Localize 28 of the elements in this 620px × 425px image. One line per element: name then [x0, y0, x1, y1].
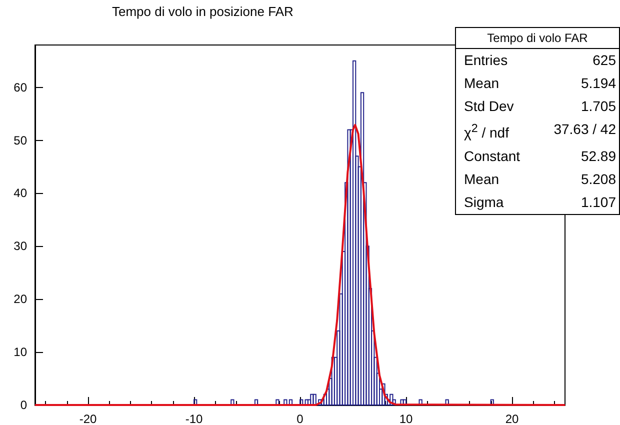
- annotation: χ$^{2}$ / ndf: [464, 121, 509, 143]
- x-tick-label: 0: [296, 412, 304, 425]
- text: 5.208: [580, 170, 616, 189]
- y-tick-label: 20: [14, 292, 28, 306]
- x-tick-label: 20: [505, 412, 519, 425]
- annotation: Std Dev: [464, 97, 514, 116]
- y-tick-label: 0: [20, 398, 28, 412]
- text: 1.107: [580, 192, 616, 212]
- y-tick-label: 30: [14, 239, 28, 254]
- annotation: Sigma: [464, 192, 504, 212]
- x-tick-label: -20: [79, 412, 97, 425]
- x-tick-label: -10: [185, 412, 203, 425]
- text: 5.194: [580, 74, 616, 93]
- text: 52.89: [580, 146, 616, 166]
- x-tick-label: 10: [399, 412, 413, 425]
- y-tick-label: 60: [14, 80, 28, 94]
- y-tick-label: 10: [14, 345, 28, 360]
- annotation: 37.63 / 42: [554, 120, 616, 139]
- annotation: Mean: [464, 74, 500, 93]
- text: 1.705: [580, 97, 616, 116]
- text: 625: [592, 51, 616, 70]
- text: Tempo di volo FAR: [456, 28, 619, 49]
- chart-title: Tempo di volo in posizione FAR: [112, 4, 294, 19]
- y-tick-label: 40: [14, 186, 28, 200]
- y-tick-label: 50: [14, 133, 28, 148]
- annotation: Entries: [464, 51, 508, 70]
- annotation: Constant: [464, 146, 520, 166]
- annotation: Mean: [464, 170, 500, 189]
